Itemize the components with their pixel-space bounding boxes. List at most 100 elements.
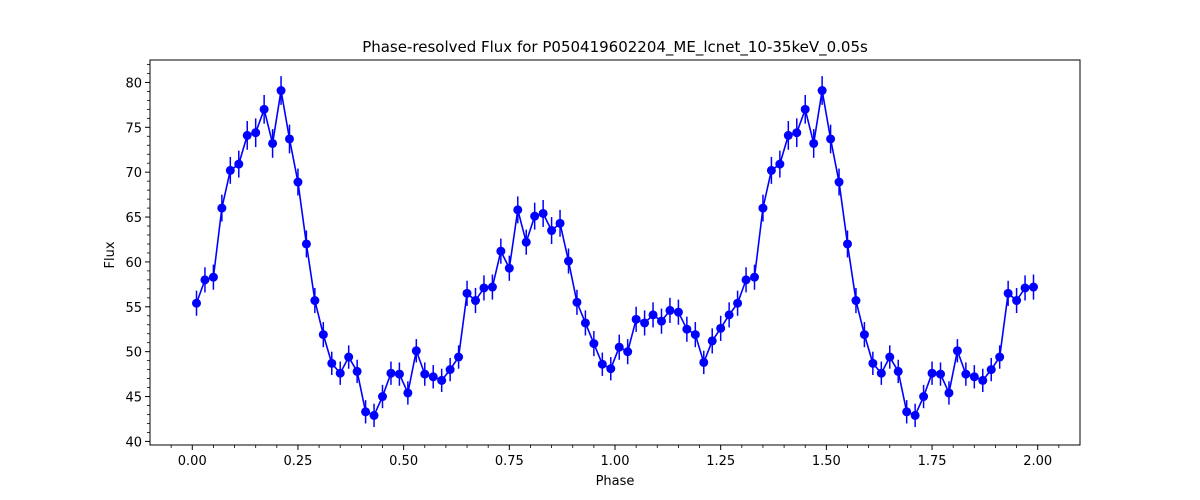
data-point bbox=[919, 392, 929, 402]
data-point bbox=[995, 352, 1005, 362]
data-point bbox=[733, 298, 743, 308]
data-point bbox=[834, 177, 844, 187]
data-point bbox=[572, 297, 582, 307]
y-tick-label: 60 bbox=[125, 256, 142, 271]
data-point bbox=[200, 275, 210, 285]
data-point bbox=[817, 86, 827, 96]
data-point bbox=[471, 296, 480, 306]
data-point bbox=[394, 369, 404, 379]
data-point bbox=[597, 359, 607, 369]
data-point bbox=[707, 336, 717, 346]
y-tick-label: 50 bbox=[125, 346, 142, 361]
data-point bbox=[521, 237, 531, 247]
data-point bbox=[792, 128, 802, 138]
x-tick-label: 0.00 bbox=[178, 454, 207, 469]
data-point bbox=[234, 159, 244, 169]
data-point bbox=[978, 375, 988, 385]
data-point bbox=[310, 296, 320, 306]
plot-layer bbox=[192, 76, 1038, 428]
data-point bbox=[893, 366, 903, 376]
chart-title: Phase-resolved Flux for P050419602204_ME… bbox=[362, 38, 868, 57]
data-point bbox=[800, 104, 810, 114]
data-point bbox=[809, 138, 819, 148]
data-point bbox=[936, 369, 945, 379]
data-point bbox=[885, 352, 895, 362]
data-point bbox=[420, 369, 430, 379]
data-point bbox=[411, 346, 421, 356]
data-point bbox=[1020, 283, 1030, 293]
y-tick-label: 75 bbox=[125, 121, 142, 136]
data-point bbox=[454, 352, 464, 362]
data-point bbox=[961, 369, 971, 379]
data-point bbox=[843, 239, 852, 249]
data-point bbox=[378, 392, 387, 402]
data-point bbox=[386, 368, 396, 378]
data-point bbox=[445, 365, 455, 375]
data-point bbox=[1029, 282, 1038, 292]
data-point bbox=[318, 330, 328, 340]
data-point bbox=[758, 203, 768, 213]
data-point bbox=[614, 342, 624, 352]
data-point bbox=[437, 375, 447, 385]
data-point bbox=[775, 159, 785, 169]
x-tick-label: 1.25 bbox=[706, 454, 735, 469]
data-point bbox=[750, 272, 759, 282]
y-axis-label: Flux bbox=[103, 241, 118, 268]
data-point bbox=[225, 165, 235, 175]
y-tick-label: 70 bbox=[125, 166, 142, 181]
data-point bbox=[487, 282, 497, 292]
data-point bbox=[369, 410, 379, 420]
data-point bbox=[285, 134, 294, 144]
data-point bbox=[335, 368, 345, 378]
data-point bbox=[851, 296, 861, 306]
data-point bbox=[259, 104, 269, 114]
data-point bbox=[783, 130, 793, 140]
data-point bbox=[580, 318, 590, 328]
data-point bbox=[479, 283, 489, 293]
data-point bbox=[876, 368, 886, 378]
data-point bbox=[640, 318, 650, 328]
data-point bbox=[606, 364, 616, 374]
x-tick-label: 2.00 bbox=[1023, 454, 1052, 469]
data-point bbox=[251, 128, 261, 138]
data-point bbox=[555, 218, 565, 228]
data-point bbox=[496, 246, 506, 256]
data-point bbox=[673, 307, 683, 317]
data-point bbox=[724, 310, 734, 320]
data-point bbox=[589, 339, 599, 349]
data-point bbox=[504, 263, 514, 273]
y-tick-label: 65 bbox=[125, 211, 142, 226]
data-point bbox=[699, 357, 709, 367]
plot-frame bbox=[149, 59, 1081, 446]
y-tick-label: 45 bbox=[125, 391, 142, 406]
x-tick-label: 0.75 bbox=[495, 454, 524, 469]
x-tick-label: 1.75 bbox=[918, 454, 947, 469]
data-point bbox=[859, 330, 869, 340]
data-point bbox=[344, 352, 354, 362]
data-point bbox=[657, 316, 666, 326]
x-axis-label: Phase bbox=[596, 474, 635, 489]
data-point bbox=[902, 407, 912, 417]
data-point bbox=[352, 366, 362, 376]
data-point bbox=[217, 203, 227, 213]
data-point bbox=[927, 368, 937, 378]
axis-ticks: 0.00 0.25 0.50 0.75 1.00 1.25 1.50 1.75 2.00 40 45… bbox=[125, 64, 1060, 469]
data-point bbox=[361, 407, 371, 417]
data-point bbox=[944, 388, 954, 398]
data-point bbox=[690, 330, 700, 340]
x-tick-label: 0.25 bbox=[283, 454, 312, 469]
data-point bbox=[538, 208, 548, 218]
data-point bbox=[192, 298, 201, 308]
data-point bbox=[766, 165, 776, 175]
data-point bbox=[631, 314, 641, 324]
data-point bbox=[530, 211, 540, 221]
data-point bbox=[868, 358, 878, 368]
data-point bbox=[741, 275, 751, 285]
data-point bbox=[969, 372, 979, 382]
data-point bbox=[403, 388, 413, 398]
data-point bbox=[1012, 296, 1022, 306]
data-point bbox=[665, 305, 675, 315]
x-tick-label: 1.50 bbox=[812, 454, 841, 469]
data-point bbox=[327, 358, 337, 368]
